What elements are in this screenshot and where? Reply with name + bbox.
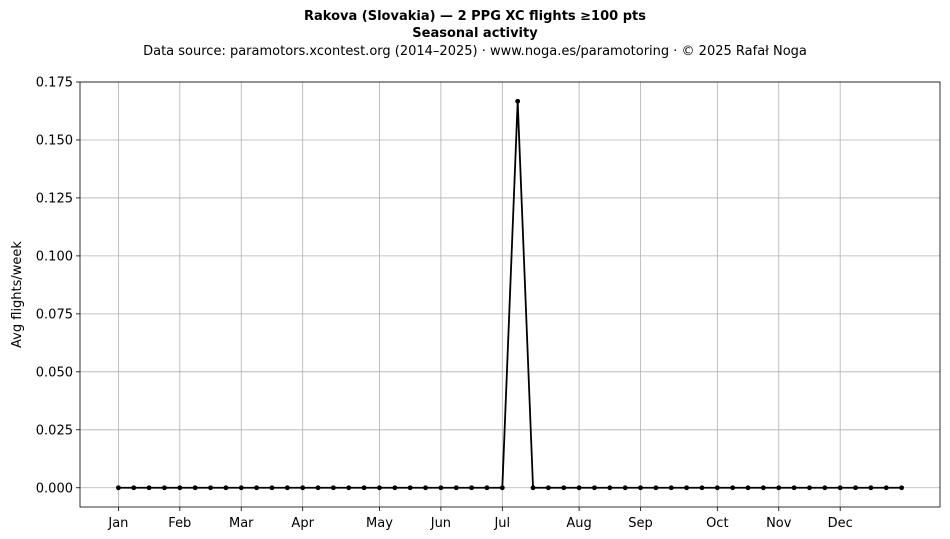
data-point <box>392 485 398 491</box>
data-point <box>837 485 843 491</box>
x-tick-label-aug: Aug <box>566 516 591 531</box>
y-tick-label: 0.025 <box>36 423 73 438</box>
data-point <box>162 485 167 491</box>
x-tick-label-may: May <box>366 516 393 531</box>
data-point <box>653 485 659 491</box>
data-point <box>592 485 597 491</box>
data-point <box>223 485 229 491</box>
data-point <box>438 485 444 491</box>
x-tick-label-sep: Sep <box>628 516 653 531</box>
x-tick-label-apr: Apr <box>291 516 314 531</box>
data-point <box>545 485 551 491</box>
data-point <box>791 485 797 491</box>
data-point <box>807 485 812 491</box>
data-point <box>699 485 705 491</box>
ticks: 0.000 0.025 0.050 0.075 0.100 0.125 0.150 0.175… <box>36 76 853 532</box>
y-tick-label: 0.175 <box>36 76 73 91</box>
y-tick-label: 0.050 <box>36 365 73 380</box>
x-tick-label-feb: Feb <box>168 516 191 531</box>
data-point <box>822 485 828 491</box>
data-point <box>499 485 505 491</box>
data-point <box>238 485 244 491</box>
data-point <box>330 485 336 491</box>
data-point <box>407 485 413 491</box>
data-point <box>423 485 428 491</box>
data-point <box>607 485 613 491</box>
data-point <box>730 485 736 491</box>
data-point <box>453 485 459 491</box>
series-line <box>118 100 902 489</box>
data-point <box>284 485 290 491</box>
data-point <box>315 485 321 491</box>
data-point <box>899 485 905 491</box>
data-point <box>638 485 643 491</box>
data-point <box>208 485 213 491</box>
data-point <box>484 485 490 491</box>
data-point <box>115 485 121 491</box>
data-point <box>146 485 152 491</box>
data-point <box>576 485 582 491</box>
chart-header: Rakova (Slovakia) — 2 PPG XC flights ≥10… <box>0 8 950 60</box>
axes <box>79 81 941 508</box>
data-point <box>254 485 260 491</box>
x-tick-label-nov: Nov <box>766 516 792 531</box>
plot-frame <box>79 81 941 508</box>
data-point <box>300 485 306 491</box>
x-tick-label-jan: Jan <box>107 516 128 531</box>
data-point <box>515 98 521 104</box>
y-tick-label: 0.000 <box>36 481 73 496</box>
y-tick-label: 0.075 <box>36 307 73 322</box>
x-tick-label-jun: Jun <box>430 516 451 531</box>
x-tick-label-dec: Dec <box>828 516 853 531</box>
data-point <box>561 485 567 491</box>
y-tick-label: 0.125 <box>36 191 73 206</box>
chart-subtitle: Seasonal activity <box>412 26 538 41</box>
data-point <box>883 485 889 491</box>
data-point <box>346 485 352 491</box>
data-point <box>776 485 782 491</box>
y-tick-label: 0.100 <box>36 249 73 264</box>
data-point <box>853 485 858 491</box>
data-point <box>192 485 198 491</box>
x-tick-label-mar: Mar <box>229 516 254 531</box>
chart-title: Rakova (Slovakia) — 2 PPG XC flights ≥10… <box>304 9 646 24</box>
data-point <box>131 485 137 491</box>
x-tick-label-jul: Jul <box>493 516 510 531</box>
x-tick-label-oct: Oct <box>706 516 728 531</box>
series-layer <box>115 98 905 491</box>
data-point <box>269 485 275 491</box>
data-point <box>622 485 628 491</box>
data-point <box>361 485 367 491</box>
data-point <box>530 485 536 491</box>
data-point <box>177 485 183 491</box>
y-axis-label: Avg flights/week <box>10 241 25 348</box>
data-point <box>684 485 690 491</box>
data-point <box>377 485 382 491</box>
data-point <box>469 485 475 491</box>
data-point <box>745 485 751 491</box>
data-point <box>714 485 720 491</box>
data-point <box>760 485 766 491</box>
data-source-note: Data source: paramotors.xcontest.org (20… <box>143 44 807 59</box>
data-point <box>868 485 874 491</box>
y-tick-label: 0.150 <box>36 133 73 148</box>
data-point <box>668 485 674 491</box>
